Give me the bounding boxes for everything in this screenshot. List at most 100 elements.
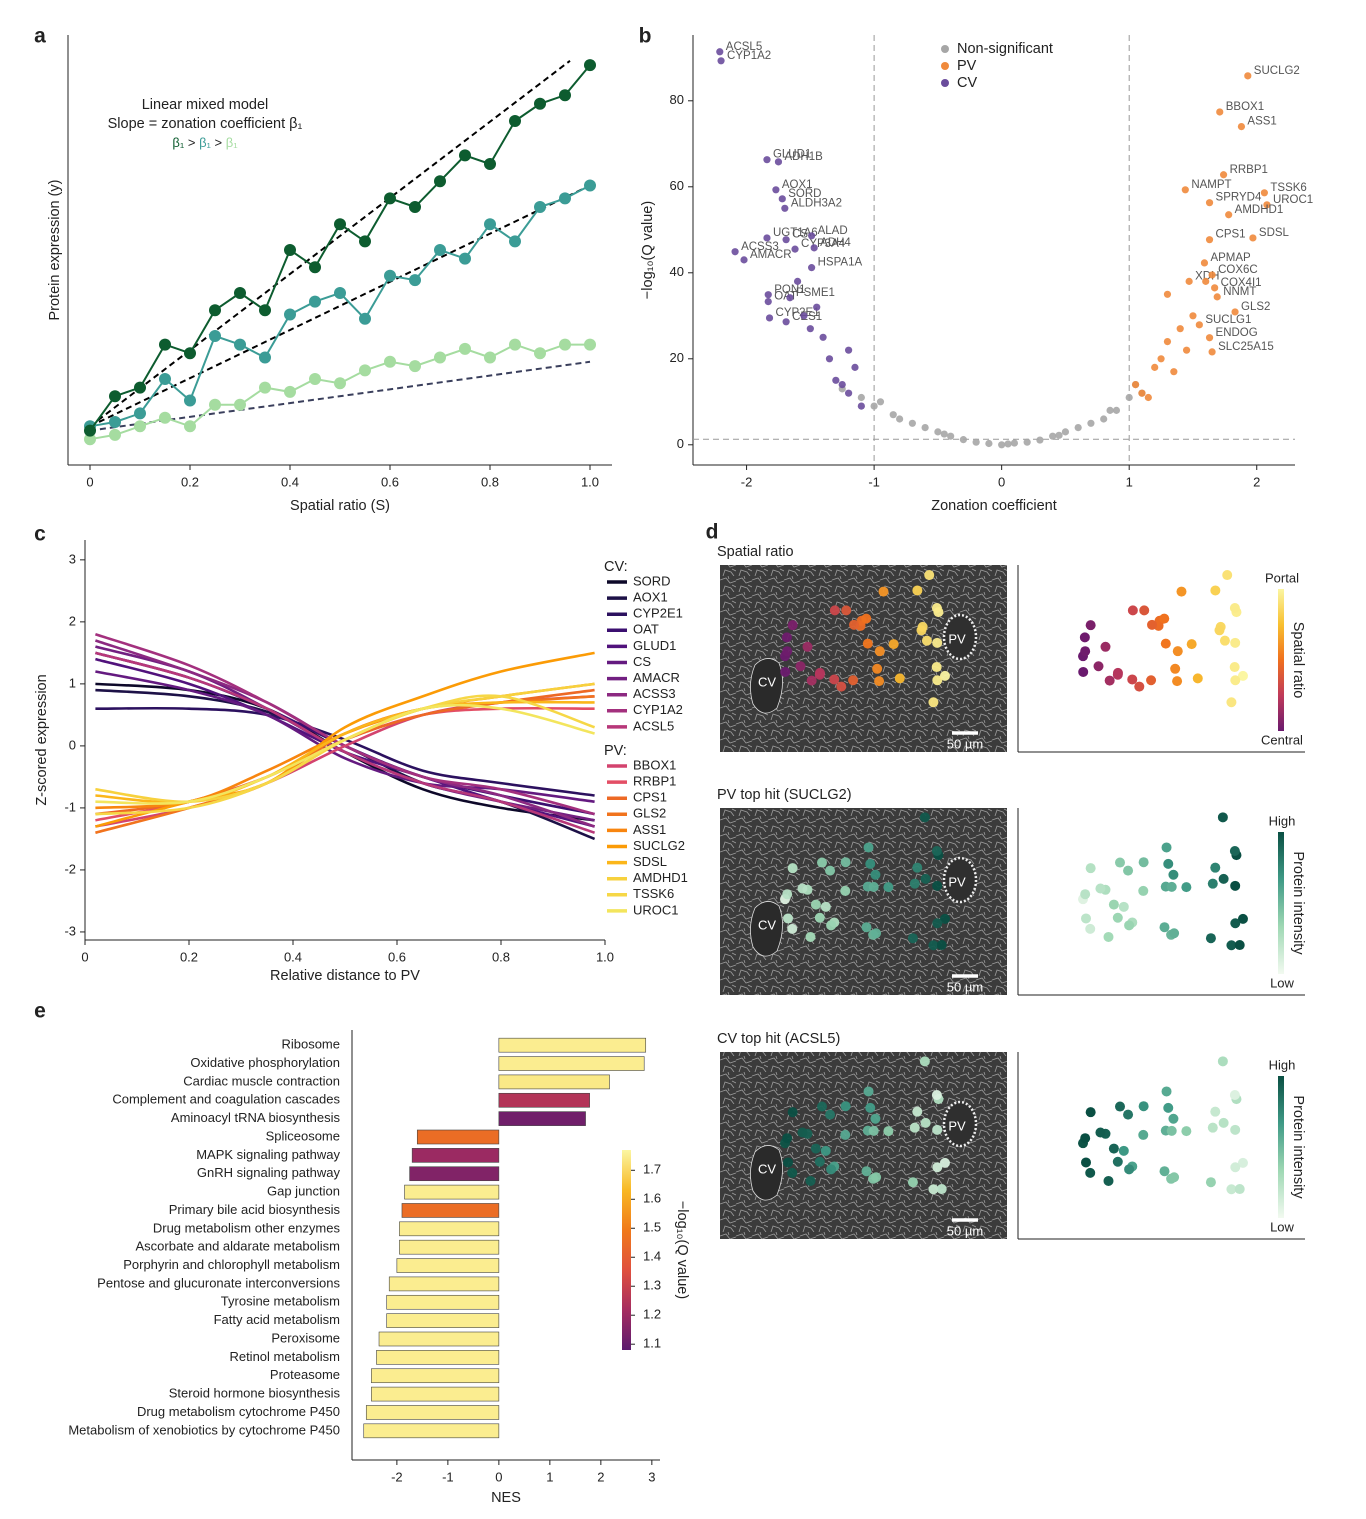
- point-label: CYP2E1: [776, 307, 820, 319]
- data-point: [109, 428, 121, 441]
- point-label: COX4I1: [1221, 277, 1262, 289]
- cell: [814, 669, 825, 680]
- point-label: PSME1: [796, 287, 835, 299]
- category-label: Drug metabolism cytochrome P450: [137, 1404, 340, 1419]
- data-point: [813, 303, 821, 311]
- legend-label: CPS1: [633, 790, 667, 805]
- row-title: Spatial ratio: [717, 544, 794, 560]
- cell: [825, 1109, 836, 1120]
- cell: [874, 676, 885, 687]
- cell: [1186, 639, 1197, 650]
- colorbar-label: Protein intensity: [1290, 851, 1306, 955]
- series-line: [95, 703, 595, 805]
- cell: [782, 646, 793, 657]
- cell: [865, 858, 876, 869]
- cell: [874, 646, 885, 657]
- cell: [1161, 842, 1172, 853]
- bar: [498, 1074, 610, 1090]
- legend-label: CYP2E1: [633, 606, 683, 621]
- colorbar-label: Spatial ratio: [1290, 622, 1306, 699]
- point-label: ALDH3A2: [791, 197, 842, 209]
- cell: [1159, 922, 1170, 933]
- cell: [1169, 1172, 1180, 1183]
- cell: [1218, 873, 1229, 884]
- legend-label: SDSL: [633, 854, 667, 869]
- category-label: Fatty acid metabolism: [214, 1312, 340, 1327]
- data-point: [334, 218, 346, 231]
- data-point: [765, 314, 774, 322]
- data-point: [972, 438, 980, 446]
- data-point: [434, 351, 446, 364]
- cell: [810, 899, 821, 910]
- data-point: [808, 264, 816, 272]
- point-label: CYP1A2: [727, 50, 771, 62]
- data-point: [434, 175, 446, 188]
- bar: [371, 1386, 500, 1402]
- cell: [909, 878, 920, 889]
- cell: [782, 1133, 793, 1144]
- panel-letter: a: [34, 25, 46, 48]
- legend-label: PV: [957, 58, 977, 74]
- bar: [386, 1313, 500, 1328]
- cell: [1085, 923, 1096, 934]
- cell: [868, 881, 879, 892]
- cell: [848, 675, 859, 686]
- bar: [404, 1184, 500, 1200]
- cell: [1123, 865, 1134, 876]
- data-point: [584, 179, 596, 192]
- slope-comparison: β₁ > β₁ > β₁: [172, 135, 238, 150]
- data-point: [896, 415, 904, 423]
- data-point: [1205, 236, 1214, 244]
- cell: [1114, 1101, 1125, 1112]
- y-tick-label: 2: [69, 613, 76, 628]
- image-label: PV: [948, 631, 966, 646]
- cell: [1230, 675, 1241, 686]
- cell: [916, 625, 927, 636]
- data-point: [509, 338, 521, 351]
- data-point: [559, 338, 571, 351]
- legend-marker: [941, 45, 949, 53]
- legend-label: ASS1: [633, 822, 666, 837]
- legend-label: OAT: [633, 622, 659, 637]
- cell: [1205, 1177, 1216, 1188]
- point-label: SPRYD4: [1216, 192, 1262, 204]
- y-tick-label: 0: [677, 436, 684, 451]
- x-axis-label: Spatial ratio (S): [290, 498, 390, 514]
- cell: [805, 931, 816, 942]
- data-point: [1208, 348, 1216, 356]
- data-point: [1213, 293, 1221, 301]
- data-point: [1216, 108, 1224, 116]
- x-tick-label: -1: [868, 474, 880, 489]
- cell: [1229, 845, 1240, 856]
- data-point: [947, 432, 955, 440]
- point-label: AMACR: [750, 249, 792, 261]
- data-point: [184, 394, 196, 407]
- data-point: [1181, 186, 1189, 194]
- data-point: [434, 244, 446, 256]
- point-label: RRBP1: [1230, 164, 1268, 176]
- legend-label: AMDHD1: [633, 870, 688, 885]
- cell: [810, 1143, 821, 1154]
- cell: [861, 922, 872, 933]
- data-point: [791, 245, 799, 253]
- data-point: [159, 373, 171, 385]
- data-point: [786, 294, 794, 302]
- cell: [1207, 1122, 1218, 1133]
- point-label: ACSL5: [726, 41, 762, 53]
- cell: [787, 923, 798, 934]
- cell: [780, 666, 791, 677]
- data-point: [1055, 431, 1063, 439]
- cell: [1163, 858, 1174, 869]
- data-point: [384, 192, 396, 205]
- legend-label: CYP1A2: [633, 702, 683, 717]
- portal-vein: [942, 856, 978, 904]
- bar: [386, 1294, 500, 1310]
- data-point: [1112, 406, 1121, 414]
- series-line: [94, 633, 595, 816]
- data-point: [1225, 211, 1233, 219]
- point-label: AMDHD1: [1235, 204, 1284, 216]
- data-point: [1049, 432, 1057, 440]
- x-axis-label: Relative distance to PV: [270, 968, 420, 984]
- x-tick-label: -1: [442, 1469, 454, 1484]
- data-point: [782, 236, 790, 244]
